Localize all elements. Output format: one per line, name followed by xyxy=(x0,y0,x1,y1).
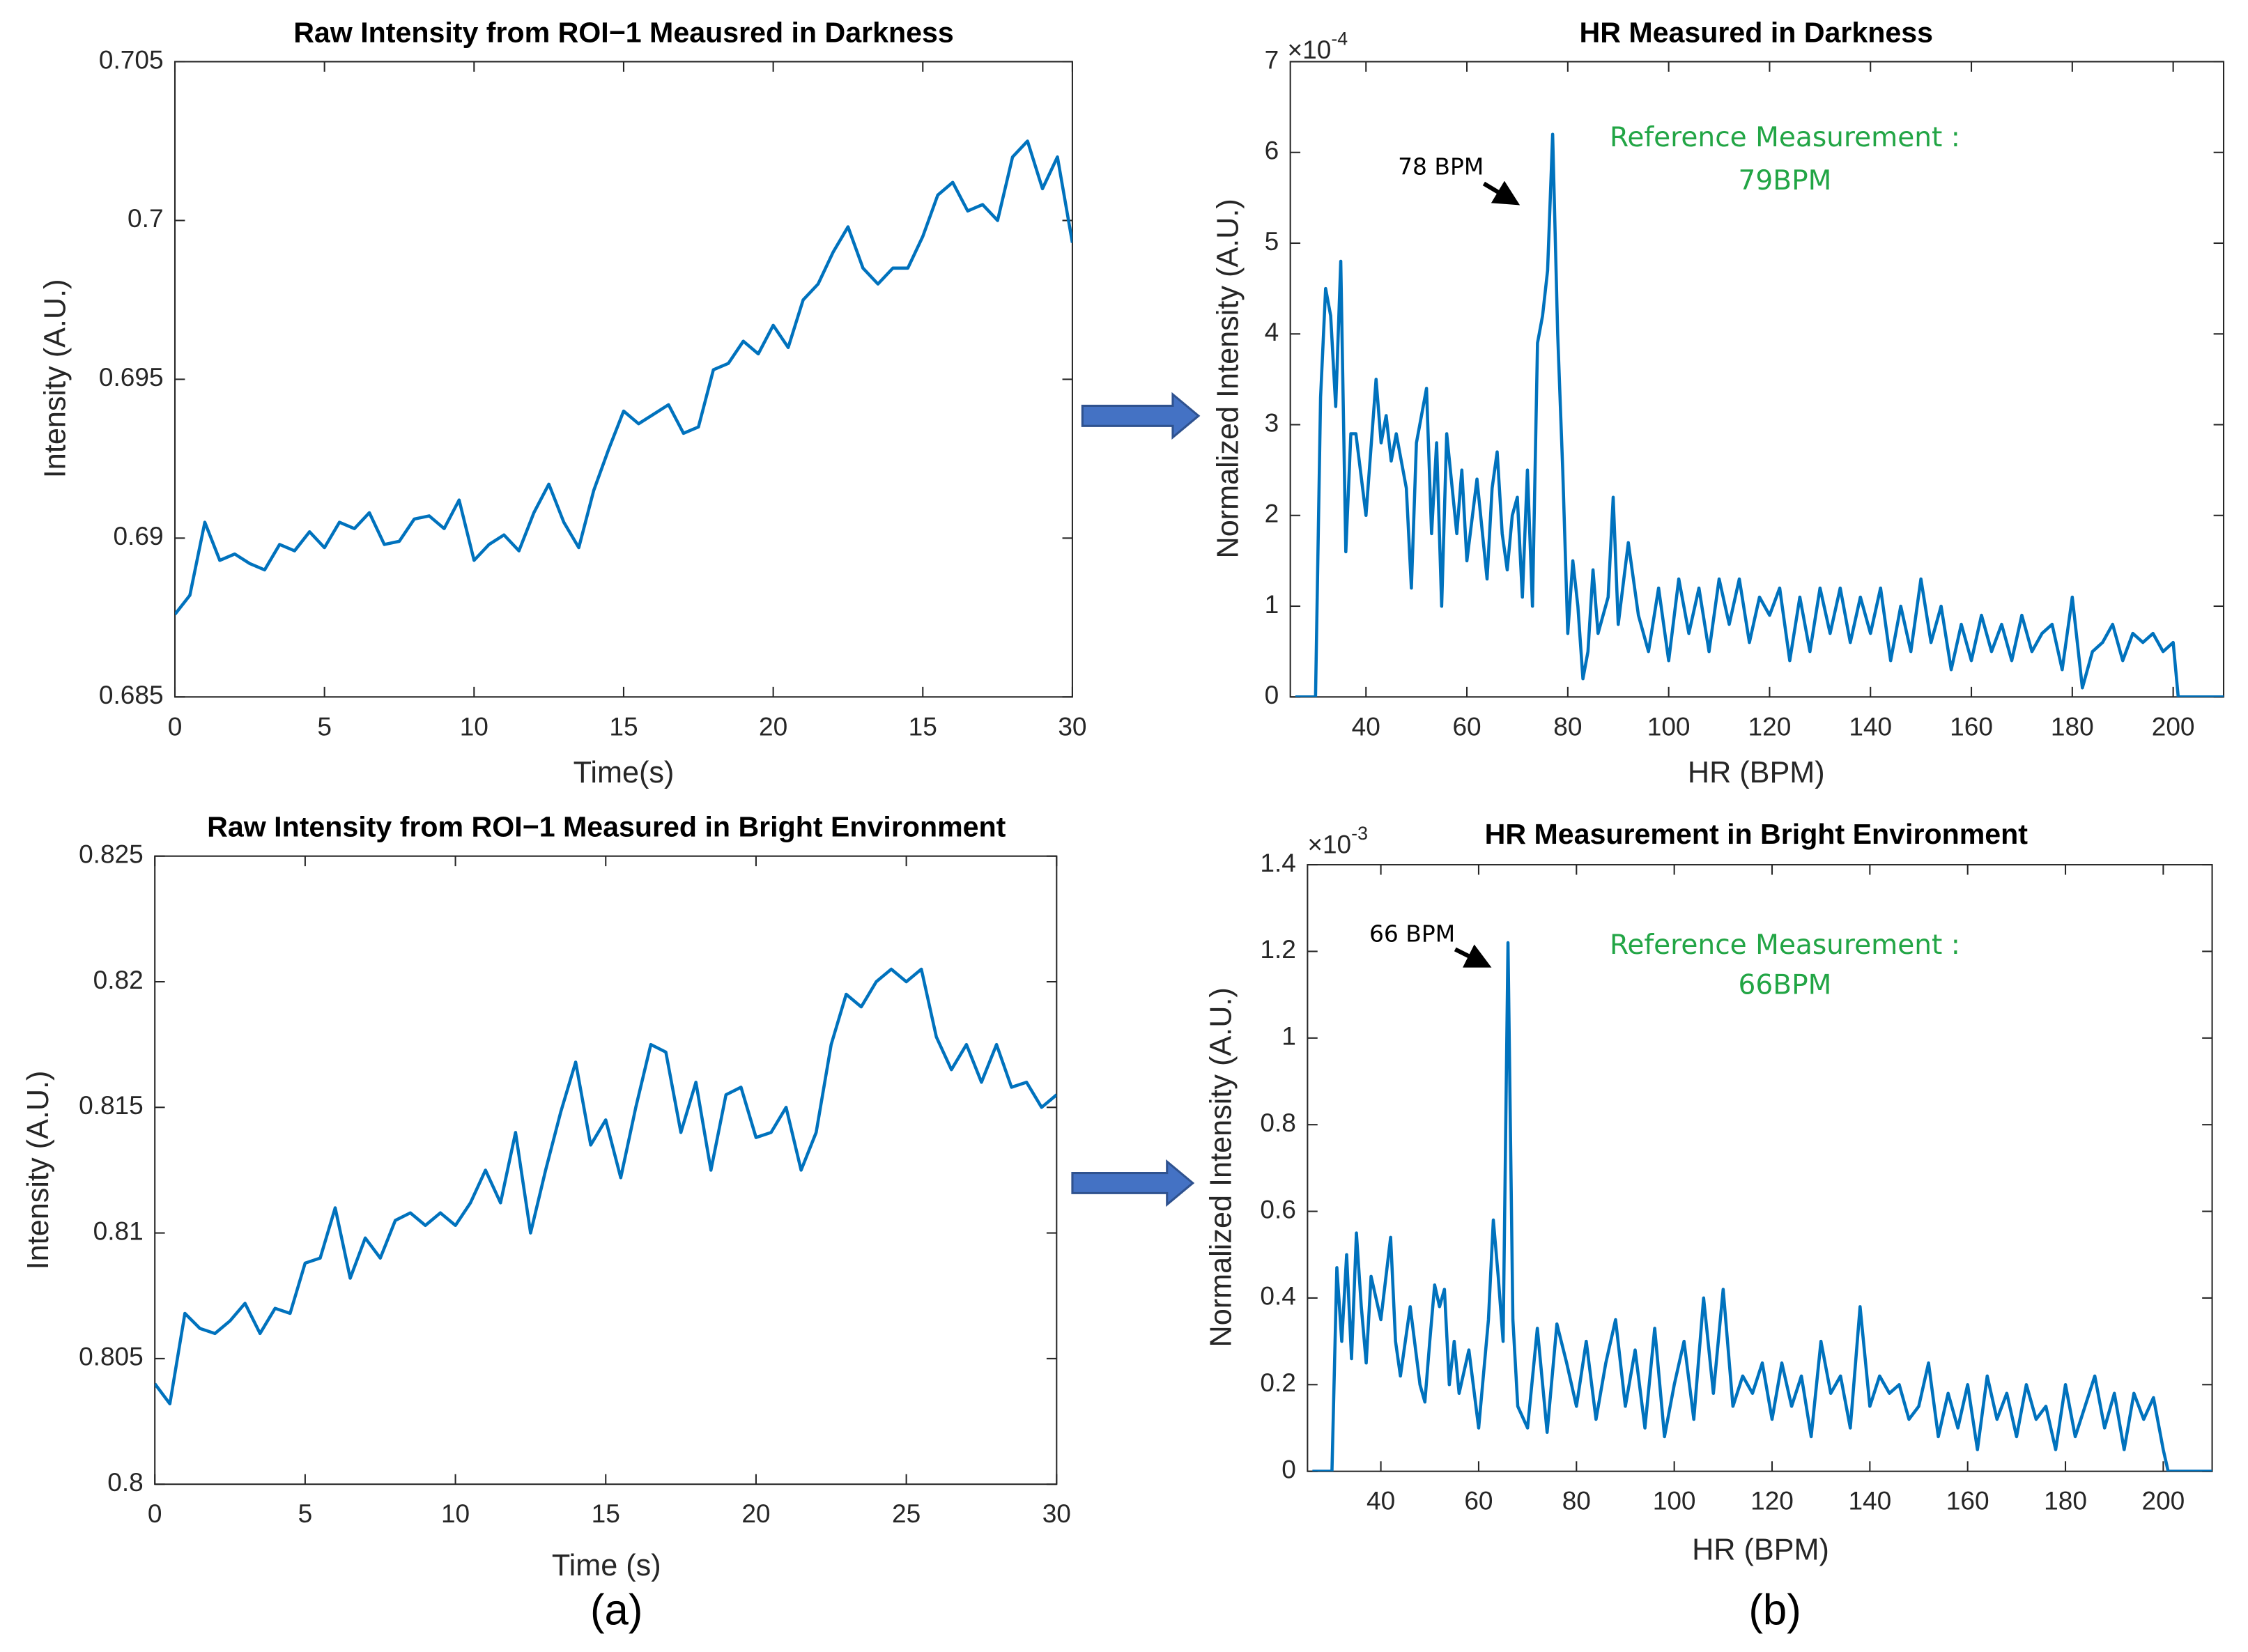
y-multiplier: ×10-4 xyxy=(1288,29,1348,64)
y-tick-label: 6 xyxy=(1265,136,1279,165)
y-tick-label: 0.7 xyxy=(128,203,163,233)
x-tick-label: 40 xyxy=(1352,711,1380,741)
x-tick-label: 15 xyxy=(592,1499,620,1528)
plot-area xyxy=(1289,61,2225,698)
y-tick-label: 0.685 xyxy=(99,680,164,709)
y-multiplier-base: ×10 xyxy=(1288,35,1332,64)
y-tick-label: 0.8 xyxy=(1260,1108,1295,1137)
y-tick-label: 1.2 xyxy=(1260,934,1295,964)
y-tick-label: 1 xyxy=(1265,589,1279,619)
data-line xyxy=(1312,941,2212,1472)
y-tick-label: 0.815 xyxy=(79,1090,144,1120)
x-tick-label: 100 xyxy=(1647,711,1691,741)
annotation-arrow xyxy=(1454,944,1492,968)
y-multiplier-exponent: -4 xyxy=(1331,29,1348,49)
x-tick-label: 140 xyxy=(1848,1486,1891,1515)
x-tick-label: 80 xyxy=(1553,711,1582,741)
x-tick-label: 80 xyxy=(1562,1486,1591,1515)
y-tick-label: 1.4 xyxy=(1260,848,1295,877)
y-tick-label: 0.705 xyxy=(99,45,164,74)
annotation: 66BPM xyxy=(1739,970,1832,1001)
y-axis-label: Intensity (A.U.) xyxy=(22,1071,55,1270)
annotation: Reference Measurement : xyxy=(1610,122,1960,153)
x-axis-label: Time (s) xyxy=(552,1549,661,1582)
x-tick-label: 10 xyxy=(460,711,488,741)
x-tick-label: 10 xyxy=(441,1499,470,1528)
panel-label: (b) xyxy=(1748,1587,1801,1635)
flow-arrow xyxy=(1081,392,1201,440)
y-tick-label: 1 xyxy=(1281,1021,1296,1051)
x-tick-label: 5 xyxy=(317,711,332,741)
x-tick-label: 140 xyxy=(1849,711,1892,741)
y-tick-label: 2 xyxy=(1265,499,1279,528)
x-tick-label: 100 xyxy=(1653,1486,1696,1515)
x-tick-label: 160 xyxy=(1946,1486,1989,1515)
y-axis-label: Normalized Intensity (A.U.) xyxy=(1212,199,1245,558)
annotation-arrow xyxy=(1482,180,1521,206)
x-axis-label: HR (BPM) xyxy=(1688,756,1825,789)
data-line xyxy=(1295,132,2224,697)
annotation: 66 BPM xyxy=(1369,920,1455,947)
flow-arrow xyxy=(1071,1159,1195,1207)
plot-area xyxy=(154,855,1058,1485)
y-axis-label: Normalized Intensity (A.U.) xyxy=(1204,987,1238,1347)
y-tick-label: 0.695 xyxy=(99,362,164,392)
y-tick-label: 7 xyxy=(1265,45,1279,74)
x-tick-label: 180 xyxy=(2044,1486,2087,1515)
y-tick-label: 3 xyxy=(1265,408,1279,437)
x-tick-label: 200 xyxy=(2152,711,2195,741)
x-tick-label: 15 xyxy=(609,711,638,741)
y-tick-label: 4 xyxy=(1265,317,1279,346)
x-tick-label: 60 xyxy=(1452,711,1481,741)
x-tick-label: 160 xyxy=(1950,711,1993,741)
x-tick-label: 60 xyxy=(1464,1486,1493,1515)
x-axis-label: Time(s) xyxy=(573,756,675,789)
y-tick-label: 0.2 xyxy=(1260,1368,1295,1397)
annotation: 78 BPM xyxy=(1398,153,1484,180)
x-axis-label: HR (BPM) xyxy=(1692,1533,1829,1566)
y-multiplier: ×10-3 xyxy=(1307,823,1368,858)
y-tick-label: 0.81 xyxy=(93,1216,144,1245)
chart-title: Raw Intensity from ROI−1 Meausred in Dar… xyxy=(293,16,954,48)
y-tick-label: 0.805 xyxy=(79,1342,144,1371)
x-tick-label: 180 xyxy=(2051,711,2094,741)
y-tick-label: 0.69 xyxy=(113,521,163,550)
y-tick-label: 0.4 xyxy=(1260,1281,1295,1311)
x-tick-label: 20 xyxy=(741,1499,770,1528)
y-tick-label: 0.8 xyxy=(107,1467,143,1497)
y-tick-label: 0 xyxy=(1281,1454,1296,1483)
x-tick-label: 200 xyxy=(2141,1486,2185,1515)
y-tick-label: 0 xyxy=(1265,680,1279,709)
chart-title: Raw Intensity from ROI−1 Measured in Bri… xyxy=(207,810,1006,842)
x-tick-label: 15 xyxy=(909,711,937,741)
data-line xyxy=(175,139,1072,616)
y-tick-label: 0.6 xyxy=(1260,1194,1295,1223)
x-tick-label: 30 xyxy=(1042,1499,1071,1528)
annotation: Reference Measurement : xyxy=(1610,929,1960,961)
x-tick-label: 40 xyxy=(1366,1486,1395,1515)
y-tick-label: 0.82 xyxy=(93,965,144,994)
y-multiplier-base: ×10 xyxy=(1307,829,1351,858)
data-line xyxy=(155,967,1057,1406)
chart-title: HR Measurement in Bright Environment xyxy=(1485,818,2028,850)
panel-label: (a) xyxy=(590,1587,642,1635)
x-tick-label: 120 xyxy=(1750,1486,1794,1515)
x-tick-label: 30 xyxy=(1058,711,1086,741)
y-multiplier-exponent: -3 xyxy=(1351,823,1368,844)
annotation: 79BPM xyxy=(1739,165,1832,196)
y-axis-label: Intensity (A.U.) xyxy=(39,279,72,478)
chart-title: HR Measured in Darkness xyxy=(1580,16,1933,48)
x-tick-label: 120 xyxy=(1748,711,1792,741)
x-tick-label: 25 xyxy=(892,1499,921,1528)
y-tick-label: 0.825 xyxy=(79,839,144,868)
plot-area xyxy=(174,61,1073,698)
x-tick-label: 20 xyxy=(759,711,787,741)
y-tick-label: 5 xyxy=(1265,226,1279,256)
x-tick-label: 0 xyxy=(168,711,183,741)
x-tick-label: 0 xyxy=(148,1499,162,1528)
x-tick-label: 5 xyxy=(298,1499,313,1528)
